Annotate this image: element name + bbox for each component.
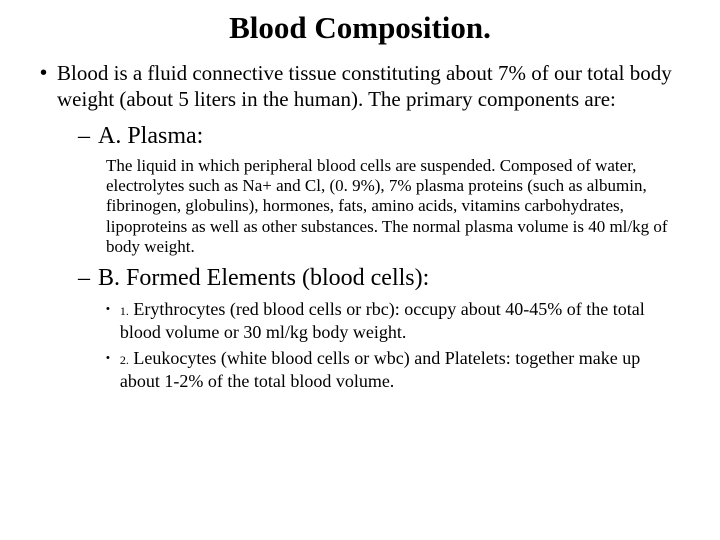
section-a-heading-row: – A. Plasma: (78, 123, 680, 150)
section-b-heading: B. Formed Elements (blood cells): (98, 265, 429, 292)
dash-icon: – (78, 265, 98, 292)
item-1-text: 1. Erythrocytes (red blood cells or rbc)… (120, 298, 680, 343)
dash-icon: – (78, 123, 98, 150)
bullet-dot: • (106, 298, 120, 343)
section-a-heading: A. Plasma: (98, 123, 203, 150)
bullet-dot: • (106, 347, 120, 392)
item-number: 2. (120, 353, 129, 367)
section-a-body: The liquid in which peripheral blood cel… (106, 156, 680, 258)
bullet-dot: • (40, 60, 57, 113)
list-item: • 2. Leukocytes (white blood cells or wb… (106, 347, 680, 392)
slide-title: Blood Composition. (40, 10, 680, 46)
section-b-heading-row: – B. Formed Elements (blood cells): (78, 265, 680, 292)
intro-bullet: • Blood is a fluid connective tissue con… (40, 60, 680, 113)
slide-container: Blood Composition. • Blood is a fluid co… (0, 0, 720, 540)
item-2-text: 2. Leukocytes (white blood cells or wbc)… (120, 347, 680, 392)
item-number: 1. (120, 304, 129, 318)
list-item: • 1. Erythrocytes (red blood cells or rb… (106, 298, 680, 343)
intro-text: Blood is a fluid connective tissue const… (57, 60, 680, 113)
item-body: Erythrocytes (red blood cells or rbc): o… (120, 299, 645, 342)
item-body: Leukocytes (white blood cells or wbc) an… (120, 348, 640, 391)
